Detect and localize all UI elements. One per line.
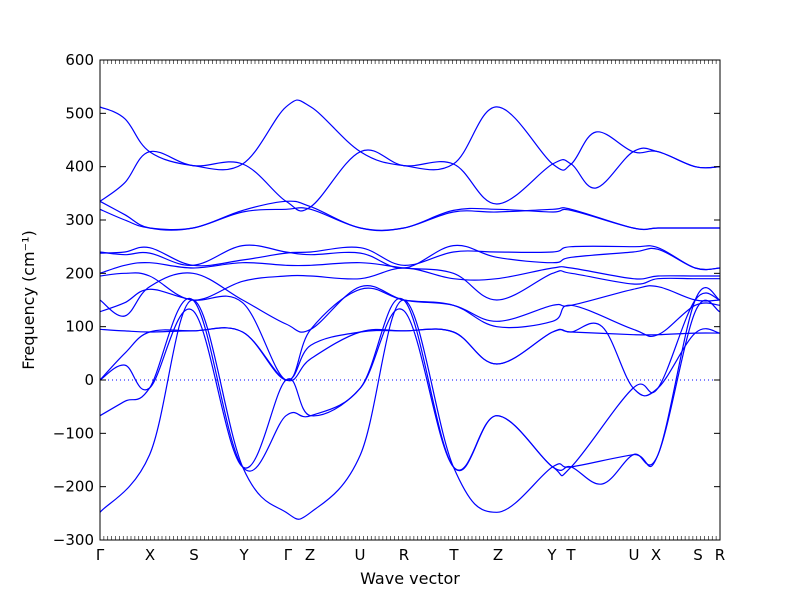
x-tick-label: R [399,546,409,564]
y-tick-label: 300 [65,211,94,229]
y-tick-label: −300 [53,531,94,549]
x-tick-label: U [355,546,366,564]
x-tick-label: S [693,546,703,564]
y-tick-label: 400 [65,158,94,176]
y-tick-label: 0 [84,371,94,389]
x-tick-label: T [565,546,576,564]
y-axis-label: Frequency (cm⁻¹) [19,230,38,369]
x-tick-label: Z [305,546,315,564]
y-tick-label: 600 [65,51,94,69]
band-line-3 [99,299,721,485]
y-tick-label: 100 [65,318,94,336]
y-tick-label: 200 [65,264,94,282]
band-line-11 [99,244,721,271]
x-tick-label: R [715,546,725,564]
y-tick-label: −200 [53,478,94,496]
band-line-13 [99,200,720,232]
x-tick-label: Γ [284,546,293,564]
x-tick-label: X [145,546,155,564]
band-line-10 [99,245,721,271]
x-tick-label: Y [238,546,249,564]
x-tick-label: U [629,546,640,564]
y-tick-label: −100 [53,424,94,442]
y-tick-label: 500 [65,104,94,122]
x-tick-label: Y [546,546,557,564]
band-line-7 [99,272,721,333]
x-tick-label: X [651,546,661,564]
x-tick-label: Z [493,546,503,564]
y-axis: −300 −200 −100 0 100 200 300 400 500 600 [53,51,720,549]
band-line-5 [99,327,721,382]
band-line-15 [99,106,721,212]
x-axis-label: Wave vector [360,569,460,588]
x-tick-label: S [189,546,199,564]
plot-area [99,99,721,520]
x-tick-label: T [448,546,459,564]
x-tick-label: Γ [96,546,105,564]
